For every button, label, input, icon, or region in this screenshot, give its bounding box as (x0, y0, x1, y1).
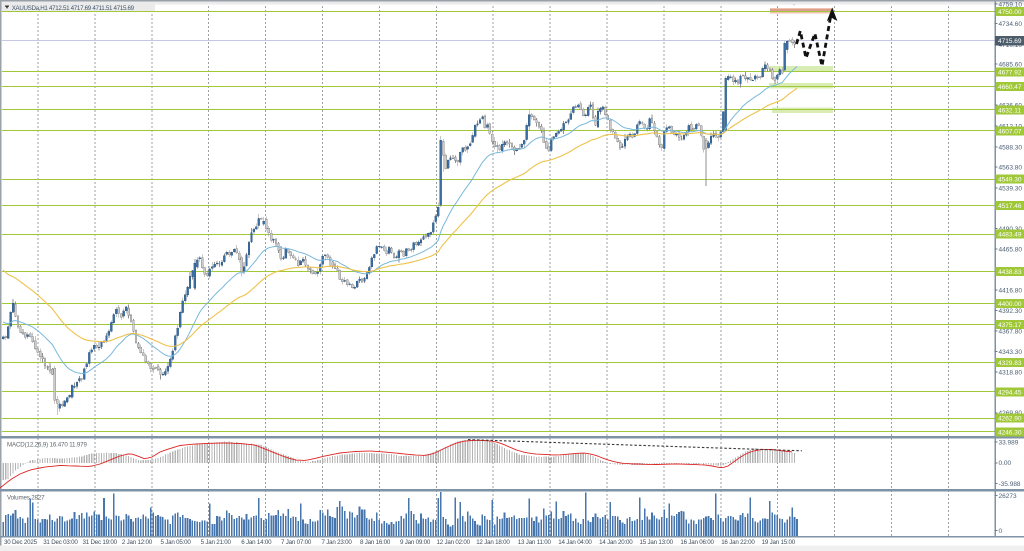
svg-text:6 Jan 14:00: 6 Jan 14:00 (241, 539, 272, 546)
svg-text:MACD(12,26,9) 16.470 11.979: MACD(12,26,9) 16.470 11.979 (7, 442, 87, 449)
svg-text:16 Jan 06:00: 16 Jan 06:00 (680, 539, 714, 546)
svg-text:26273: 26273 (999, 493, 1017, 500)
svg-text:XAUUSDa,H1 4712.51 4717.69 47: XAUUSDa,H1 4712.51 4717.69 4711.51 4715.… (12, 5, 135, 12)
svg-text:4367.80: 4367.80 (999, 328, 1023, 335)
svg-text:-35.988: -35.988 (999, 481, 1021, 488)
svg-text:4539.30: 4539.30 (999, 185, 1023, 192)
svg-text:4685.60: 4685.60 (999, 62, 1023, 69)
svg-text:4416.80: 4416.80 (999, 287, 1023, 294)
svg-text:5 Jan 05:00: 5 Jan 05:00 (161, 539, 192, 546)
svg-text:9 Jan 09:00: 9 Jan 09:00 (400, 539, 431, 546)
svg-text:4262.90: 4262.90 (998, 416, 1022, 423)
svg-text:4329.83: 4329.83 (998, 360, 1022, 367)
svg-text:31 Dec 19:00: 31 Dec 19:00 (83, 539, 118, 546)
svg-text:14 Jan 04:00: 14 Jan 04:00 (558, 539, 592, 546)
svg-text:7 Jan 23:00: 7 Jan 23:00 (322, 539, 353, 546)
svg-text:4607.07: 4607.07 (998, 128, 1022, 135)
svg-text:4750.00: 4750.00 (998, 9, 1022, 16)
svg-text:4632.11: 4632.11 (998, 107, 1021, 114)
svg-text:12 Jan 18:00: 12 Jan 18:00 (476, 539, 510, 546)
svg-text:7 Jan 07:00: 7 Jan 07:00 (281, 539, 312, 546)
svg-text:4483.49: 4483.49 (998, 232, 1022, 239)
svg-text:33.989: 33.989 (999, 439, 1019, 446)
svg-text:4549.30: 4549.30 (998, 177, 1022, 184)
svg-text:4517.46: 4517.46 (998, 203, 1022, 210)
svg-text:2 Jan 12:00: 2 Jan 12:00 (122, 539, 153, 546)
svg-text:4343.30: 4343.30 (999, 349, 1023, 356)
svg-text:4588.30: 4588.30 (999, 145, 1023, 152)
svg-text:14 Jan 20:00: 14 Jan 20:00 (599, 539, 633, 546)
svg-text:19 Jan 15:00: 19 Jan 15:00 (762, 539, 796, 546)
svg-text:4400.00: 4400.00 (998, 301, 1022, 308)
svg-text:30 Dec 2025: 30 Dec 2025 (4, 539, 38, 546)
svg-text:Volumes 2827: Volumes 2827 (7, 494, 45, 501)
svg-text:4677.92: 4677.92 (998, 69, 1022, 76)
svg-text:4318.80: 4318.80 (999, 369, 1023, 376)
svg-text:4715.69: 4715.69 (998, 38, 1022, 45)
svg-text:4392.30: 4392.30 (999, 308, 1023, 315)
svg-text:4660.47: 4660.47 (998, 84, 1022, 91)
svg-text:4465.80: 4465.80 (999, 246, 1023, 253)
svg-text:4759.10: 4759.10 (999, 1, 1023, 8)
svg-text:0: 0 (999, 528, 1003, 535)
svg-text:4438.83: 4438.83 (998, 269, 1022, 276)
svg-text:15 Jan 13:00: 15 Jan 13:00 (640, 539, 674, 546)
svg-text:4294.45: 4294.45 (998, 389, 1022, 396)
svg-text:4375.17: 4375.17 (998, 322, 1022, 329)
svg-text:31 Dec 03:00: 31 Dec 03:00 (43, 539, 78, 546)
svg-text:0.00: 0.00 (999, 460, 1012, 467)
svg-text:12 Jan 02:00: 12 Jan 02:00 (437, 539, 471, 546)
svg-text:4563.80: 4563.80 (999, 165, 1023, 172)
svg-text:13 Jan 11:00: 13 Jan 11:00 (518, 539, 552, 546)
svg-text:5 Jan 21:00: 5 Jan 21:00 (201, 539, 232, 546)
svg-text:4734.60: 4734.60 (999, 21, 1023, 28)
svg-text:8 Jan 16:00: 8 Jan 16:00 (360, 539, 391, 546)
svg-text:16 Jan 22:00: 16 Jan 22:00 (721, 539, 755, 546)
svg-text:4246.30: 4246.30 (998, 429, 1022, 436)
